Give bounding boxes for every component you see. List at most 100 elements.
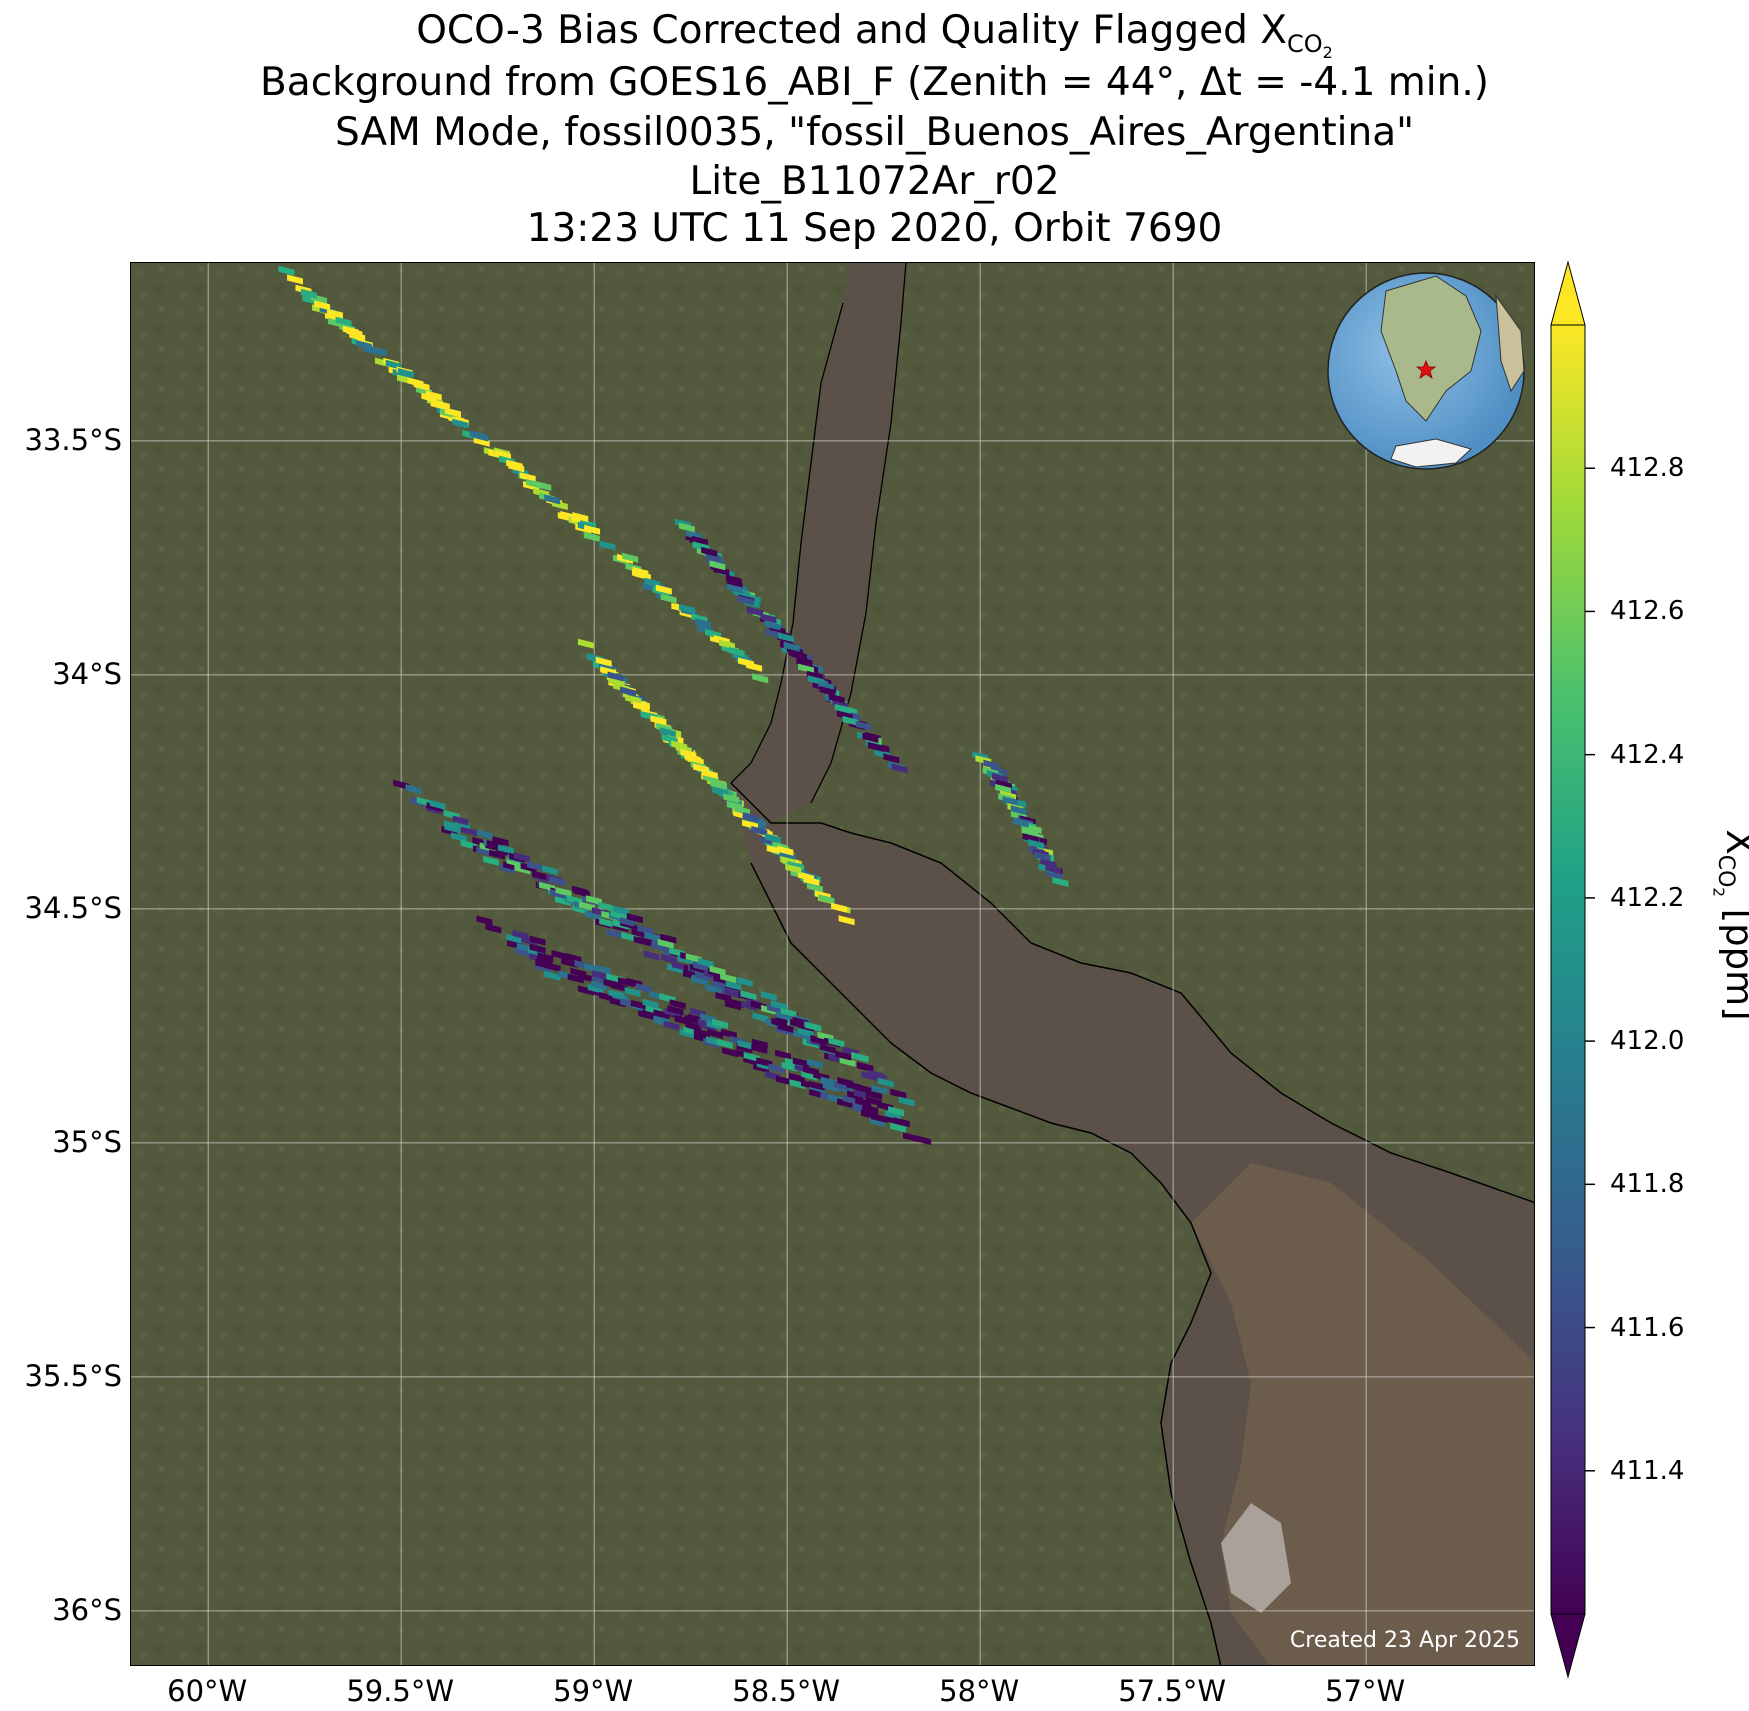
sounding-pixel: [852, 1052, 869, 1063]
sounding-pixel: [721, 1047, 738, 1058]
sounding-pixel: [535, 480, 552, 491]
sounding-pixel: [625, 694, 642, 705]
sounding-pixel: [476, 846, 493, 857]
sounding-pixel: [694, 971, 711, 982]
sounding-pixel: [659, 727, 676, 738]
sounding-pixel: [780, 1007, 797, 1018]
sounding-pixel: [692, 535, 709, 546]
sounding-pixel: [450, 832, 467, 843]
sounding-pixel: [838, 915, 855, 926]
sounding-pixel: [555, 886, 572, 897]
sounding-pixel: [890, 1122, 907, 1133]
sounding-pixel: [550, 889, 567, 900]
colorbar-label: XCO2 [ppm]: [1709, 829, 1749, 1021]
sounding-pixel: [492, 836, 509, 847]
sounding-pixel: [551, 949, 568, 960]
sounding-pixel: [855, 1097, 872, 1108]
sounding-pixel: [806, 882, 823, 893]
sounding-pixel: [803, 875, 820, 886]
sounding-pixel: [710, 779, 727, 790]
sounding-pixel: [591, 970, 608, 981]
map-panel[interactable]: Created 23 Apr 2025: [130, 262, 1535, 1666]
sounding-pixel: [705, 984, 722, 995]
sounding-pixel: [452, 418, 469, 429]
sounding-pixel: [671, 961, 688, 972]
sounding-pixel: [789, 1079, 806, 1090]
sounding-pixel: [485, 923, 502, 934]
sounding-pixel: [737, 595, 754, 606]
sounding-pixel: [820, 1076, 837, 1087]
sounding-pixel: [476, 915, 493, 926]
sounding-pixel: [595, 656, 612, 667]
created-date: Created 23 Apr 2025: [1289, 1628, 1520, 1653]
sounding-pixel: [752, 673, 769, 684]
sounding-pixel: [421, 392, 438, 403]
globe-south-america: [1380, 275, 1482, 422]
sounding-pixel: [621, 932, 638, 943]
sounding-pixel: [727, 998, 744, 1009]
sounding-pixel: [792, 1057, 809, 1068]
sounding-pixel: [349, 331, 366, 342]
sounding-pixel: [898, 1096, 915, 1107]
sounding-pixel: [693, 1028, 710, 1039]
sounding-pixel: [489, 849, 506, 860]
sounding-pixel: [867, 741, 884, 752]
sounding-pixel: [1045, 864, 1062, 875]
sounding-pixel: [751, 1043, 768, 1054]
sounding-pixel: [995, 783, 1012, 794]
sounding-pixel: [783, 641, 800, 652]
sounding-pixel: [650, 715, 667, 726]
sounding-pixel: [626, 913, 643, 924]
sounding-pixel: [855, 720, 872, 731]
colorbar-bottom-extend: [1550, 1613, 1586, 1679]
sounding-pixel: [797, 1027, 814, 1038]
sounding-pixel: [669, 999, 686, 1010]
sounding-pixel: [667, 1005, 684, 1016]
sounding-pixel: [514, 864, 531, 875]
sounding-pixel: [554, 896, 571, 907]
sounding-pixel: [716, 1038, 733, 1049]
river-bank-coast: [730, 263, 907, 804]
sounding-pixel: [706, 1020, 723, 1031]
lat-tick-label: 35°S: [52, 1124, 122, 1159]
sounding-pixel: [877, 1077, 894, 1088]
sounding-pixel: [561, 957, 578, 968]
sounding-pixel: [764, 620, 781, 631]
sounding-pixel: [1010, 805, 1027, 816]
sounding-pixel: [888, 1106, 905, 1117]
sounding-pixel: [544, 970, 561, 981]
sounding-pixel: [766, 844, 783, 855]
sounding-pixel: [573, 887, 590, 898]
sounding-pixel: [701, 769, 718, 780]
sounding-pixel: [822, 1082, 839, 1093]
globe-africa-edge: [1495, 294, 1525, 393]
sounding-pixel: [760, 991, 777, 1002]
sounding-pixel: [578, 901, 595, 912]
sounding-pixel: [720, 973, 737, 984]
sounding-pixel: [508, 462, 525, 473]
sounding-pixel: [425, 390, 442, 401]
sounding-pixel: [620, 917, 637, 928]
title-line-2: Background from GOES16_ABI_F (Zenith = 4…: [260, 60, 1489, 105]
sounding-pixel: [777, 632, 794, 643]
sounding-pixel: [693, 961, 710, 972]
sounding-pixel: [1021, 826, 1038, 837]
lon-tick-label: 59°W: [553, 1674, 634, 1708]
lon-tick-label: 58.5°W: [732, 1674, 841, 1708]
sounding-pixel: [635, 983, 652, 994]
sounding-pixel: [544, 961, 561, 972]
sounding-pixel: [834, 1081, 851, 1092]
sounding-pixel: [577, 638, 594, 649]
lat-tick-label: 33.5°S: [24, 422, 122, 457]
title-line-3: SAM Mode, fossil0035, "fossil_Buenos_Air…: [334, 110, 1415, 155]
sounding-pixel: [736, 976, 753, 987]
sounding-pixel: [746, 661, 763, 672]
title-line-4: Lite_B11072Ar_r02: [689, 159, 1060, 204]
colorbar-tick-label: 411.6: [1610, 1312, 1685, 1343]
sounding-pixel: [983, 759, 1000, 770]
sounding-pixel: [866, 1089, 883, 1100]
sounding-pixel: [793, 1029, 810, 1040]
sounding-pixel: [1022, 833, 1039, 844]
colorbar-tick-label: 412.4: [1610, 739, 1685, 770]
sounding-pixel: [472, 431, 489, 442]
